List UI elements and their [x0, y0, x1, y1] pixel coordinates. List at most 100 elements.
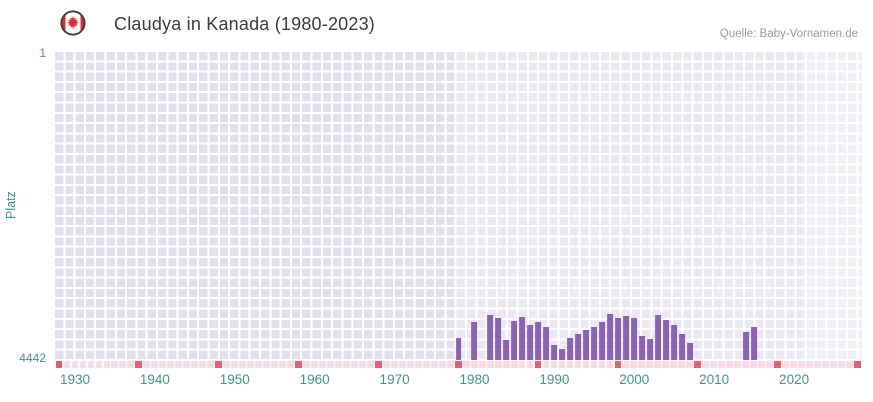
timeline-marker-cell: [774, 361, 781, 368]
bar[interactable]: [503, 339, 510, 360]
timeline-cell: [846, 361, 853, 368]
x-tick-label: 1970: [379, 372, 410, 387]
timeline-cell: [366, 361, 374, 368]
timeline-cell: [678, 361, 686, 368]
x-tick-label: 1930: [59, 372, 90, 387]
timeline-cell: [271, 361, 278, 368]
timeline-cell: [542, 361, 550, 368]
timeline-cell: [199, 361, 207, 368]
bar[interactable]: [687, 342, 694, 360]
bar[interactable]: [567, 337, 574, 360]
timeline-cell: [686, 361, 694, 368]
timeline-cell: [151, 361, 159, 368]
timeline-cell: [263, 361, 270, 368]
timeline-cell: [287, 361, 294, 368]
bar[interactable]: [743, 332, 750, 360]
bar[interactable]: [591, 326, 598, 360]
timeline-cell: [630, 361, 638, 368]
timeline-cell: [790, 361, 797, 368]
timeline-cell: [71, 361, 79, 368]
timeline-cell: [782, 361, 789, 368]
timeline-cell: [319, 361, 326, 368]
timeline-cell: [422, 361, 430, 368]
bar[interactable]: [751, 327, 758, 360]
timeline-cell: [806, 361, 813, 368]
bar[interactable]: [511, 321, 518, 360]
timeline-marker-cell: [454, 361, 462, 368]
bar[interactable]: [575, 333, 582, 360]
timeline-marker-cell: [135, 361, 143, 368]
timeline-cell: [662, 361, 670, 368]
timeline-cell: [766, 361, 773, 368]
bar[interactable]: [623, 316, 630, 360]
timeline-cell: [311, 361, 318, 368]
timeline-cell: [582, 361, 590, 368]
timeline-cell: [382, 361, 390, 368]
bar[interactable]: [527, 324, 534, 360]
bar[interactable]: [559, 348, 566, 360]
timeline-cell: [175, 361, 183, 368]
timeline-cell: [574, 361, 582, 368]
bar[interactable]: [631, 317, 638, 360]
timeline-cell: [646, 361, 654, 368]
x-tick-label: 1980: [459, 372, 490, 387]
x-tick-label: 1960: [299, 372, 330, 387]
bar[interactable]: [655, 314, 662, 360]
timeline-marker-cell: [374, 361, 382, 368]
timeline-cell: [798, 361, 805, 368]
timeline-cell: [566, 361, 574, 368]
bar[interactable]: [663, 320, 670, 360]
timeline-cell: [486, 361, 494, 368]
timeline-cell: [470, 361, 478, 368]
timeline-cell: [207, 361, 215, 368]
timeline-cell: [606, 361, 614, 368]
bar[interactable]: [543, 327, 550, 360]
bar[interactable]: [487, 315, 494, 360]
timeline-cell: [750, 361, 758, 368]
bar[interactable]: [647, 339, 654, 360]
bar[interactable]: [471, 322, 478, 360]
timeline-cell: [822, 361, 829, 368]
timeline-cell: [598, 361, 606, 368]
bar[interactable]: [535, 321, 542, 360]
timeline-cell: [838, 361, 845, 368]
chart-title: Claudya in Kanada (1980-2023): [114, 14, 375, 34]
timeline-marker-cell: [215, 361, 223, 368]
bar[interactable]: [495, 318, 502, 360]
bar[interactable]: [671, 325, 678, 360]
bar[interactable]: [679, 333, 686, 360]
x-tick-label: 2000: [619, 372, 650, 387]
timeline-cell: [239, 361, 247, 368]
timeline-cell: [406, 361, 414, 368]
timeline-cell: [247, 361, 255, 368]
bar[interactable]: [607, 314, 614, 360]
x-axis-labels: 1930 1940 1950 1960 1970 1980 1990 2000 2010 2020: [55, 372, 862, 392]
bar[interactable]: [639, 335, 646, 360]
bar[interactable]: [455, 337, 462, 360]
source-credit: Quelle: Baby-Vornamen.de: [719, 28, 858, 40]
timeline-cell: [438, 361, 446, 368]
y-axis-title: Platz: [4, 191, 18, 219]
timeline-strip: [55, 361, 862, 368]
bar[interactable]: [519, 316, 526, 360]
timeline-cell: [742, 361, 750, 368]
bar[interactable]: [551, 345, 558, 360]
timeline-cell: [734, 361, 742, 368]
bar[interactable]: [583, 330, 590, 360]
y-tick-min: 4442: [19, 351, 46, 365]
timeline-marker-cell: [534, 361, 542, 368]
plot-area[interactable]: [55, 52, 862, 360]
timeline-marker-cell: [694, 361, 702, 368]
timeline-cell: [335, 361, 342, 368]
timeline-cell: [550, 361, 558, 368]
timeline-cell: [718, 361, 726, 368]
timeline-marker-cell: [55, 361, 63, 368]
bar[interactable]: [615, 318, 622, 360]
timeline-cell: [279, 361, 286, 368]
timeline-cell: [79, 361, 87, 368]
bar[interactable]: [599, 321, 606, 360]
x-tick-label: 2020: [779, 372, 810, 387]
timeline-cell: [359, 361, 366, 368]
timeline-cell: [638, 361, 646, 368]
timeline-cell: [478, 361, 486, 368]
